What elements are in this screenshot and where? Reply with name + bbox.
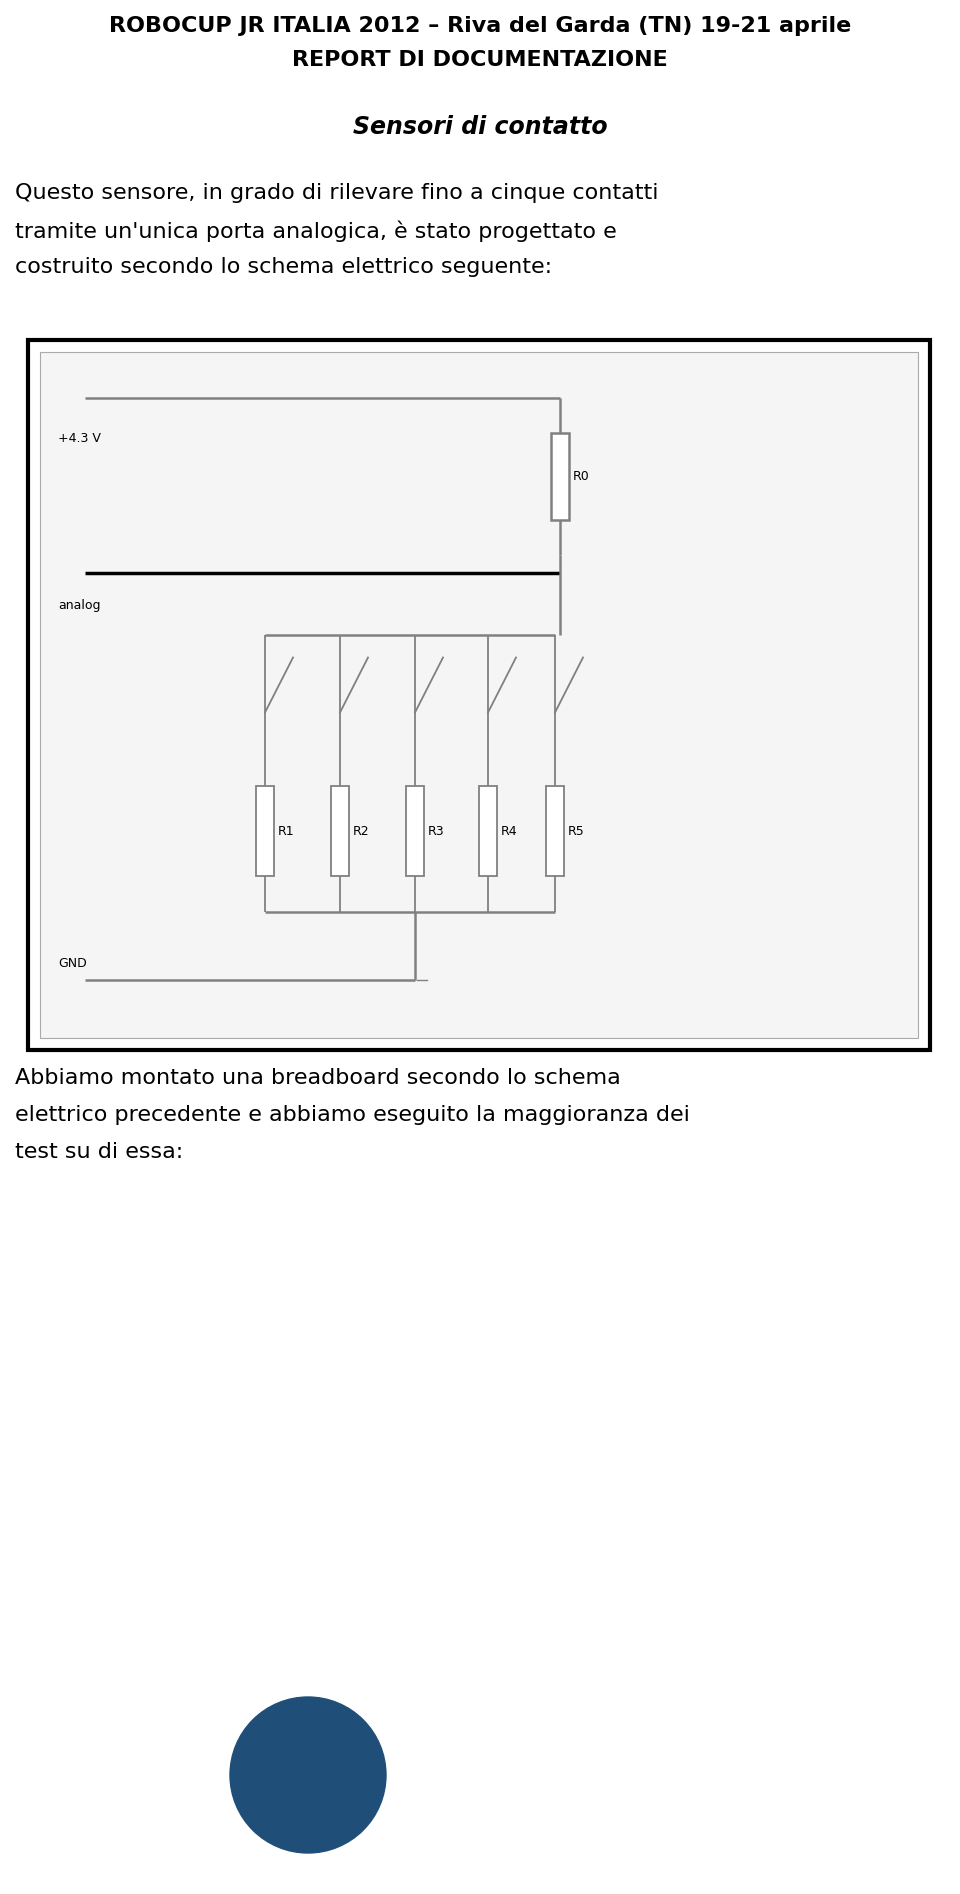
Text: costruito secondo lo schema elettrico seguente:: costruito secondo lo schema elettrico se…	[15, 258, 552, 277]
Text: R3: R3	[428, 824, 444, 837]
Text: R1: R1	[278, 824, 295, 837]
Bar	[546, 786, 564, 877]
Text: R5: R5	[568, 824, 585, 837]
Bar	[406, 786, 424, 877]
Text: elettrico precedente e abbiamo eseguito la maggioranza dei: elettrico precedente e abbiamo eseguito …	[15, 1104, 690, 1125]
Text: Sensori di contatto: Sensori di contatto	[352, 116, 608, 138]
Text: test su di essa:: test su di essa:	[15, 1142, 183, 1163]
Text: +4.3 V: +4.3 V	[58, 432, 101, 445]
Text: Abbiamo montato una breadboard secondo lo schema: Abbiamo montato una breadboard secondo l…	[15, 1068, 621, 1087]
Bar	[479, 786, 497, 877]
Text: R4: R4	[501, 824, 517, 837]
Bar	[331, 786, 349, 877]
Text: analog: analog	[58, 599, 101, 612]
Bar	[40, 352, 918, 1038]
Text: ROBOCUP JR ITALIA 2012 – Riva del Garda (TN) 19-21 aprile: ROBOCUP JR ITALIA 2012 – Riva del Garda …	[108, 15, 852, 36]
Text: REPORT DI DOCUMENTAZIONE: REPORT DI DOCUMENTAZIONE	[292, 49, 668, 70]
Bar	[28, 341, 930, 1049]
Text: GND: GND	[58, 956, 86, 970]
Text: tramite un'unica porta analogica, è stato progettato e: tramite un'unica porta analogica, è stat…	[15, 220, 616, 242]
Circle shape	[230, 1697, 386, 1852]
Text: R0: R0	[573, 470, 589, 483]
Bar	[256, 786, 274, 877]
Bar	[551, 432, 569, 521]
Text: R2: R2	[353, 824, 370, 837]
Text: Questo sensore, in grado di rilevare fino a cinque contatti: Questo sensore, in grado di rilevare fin…	[15, 184, 659, 203]
